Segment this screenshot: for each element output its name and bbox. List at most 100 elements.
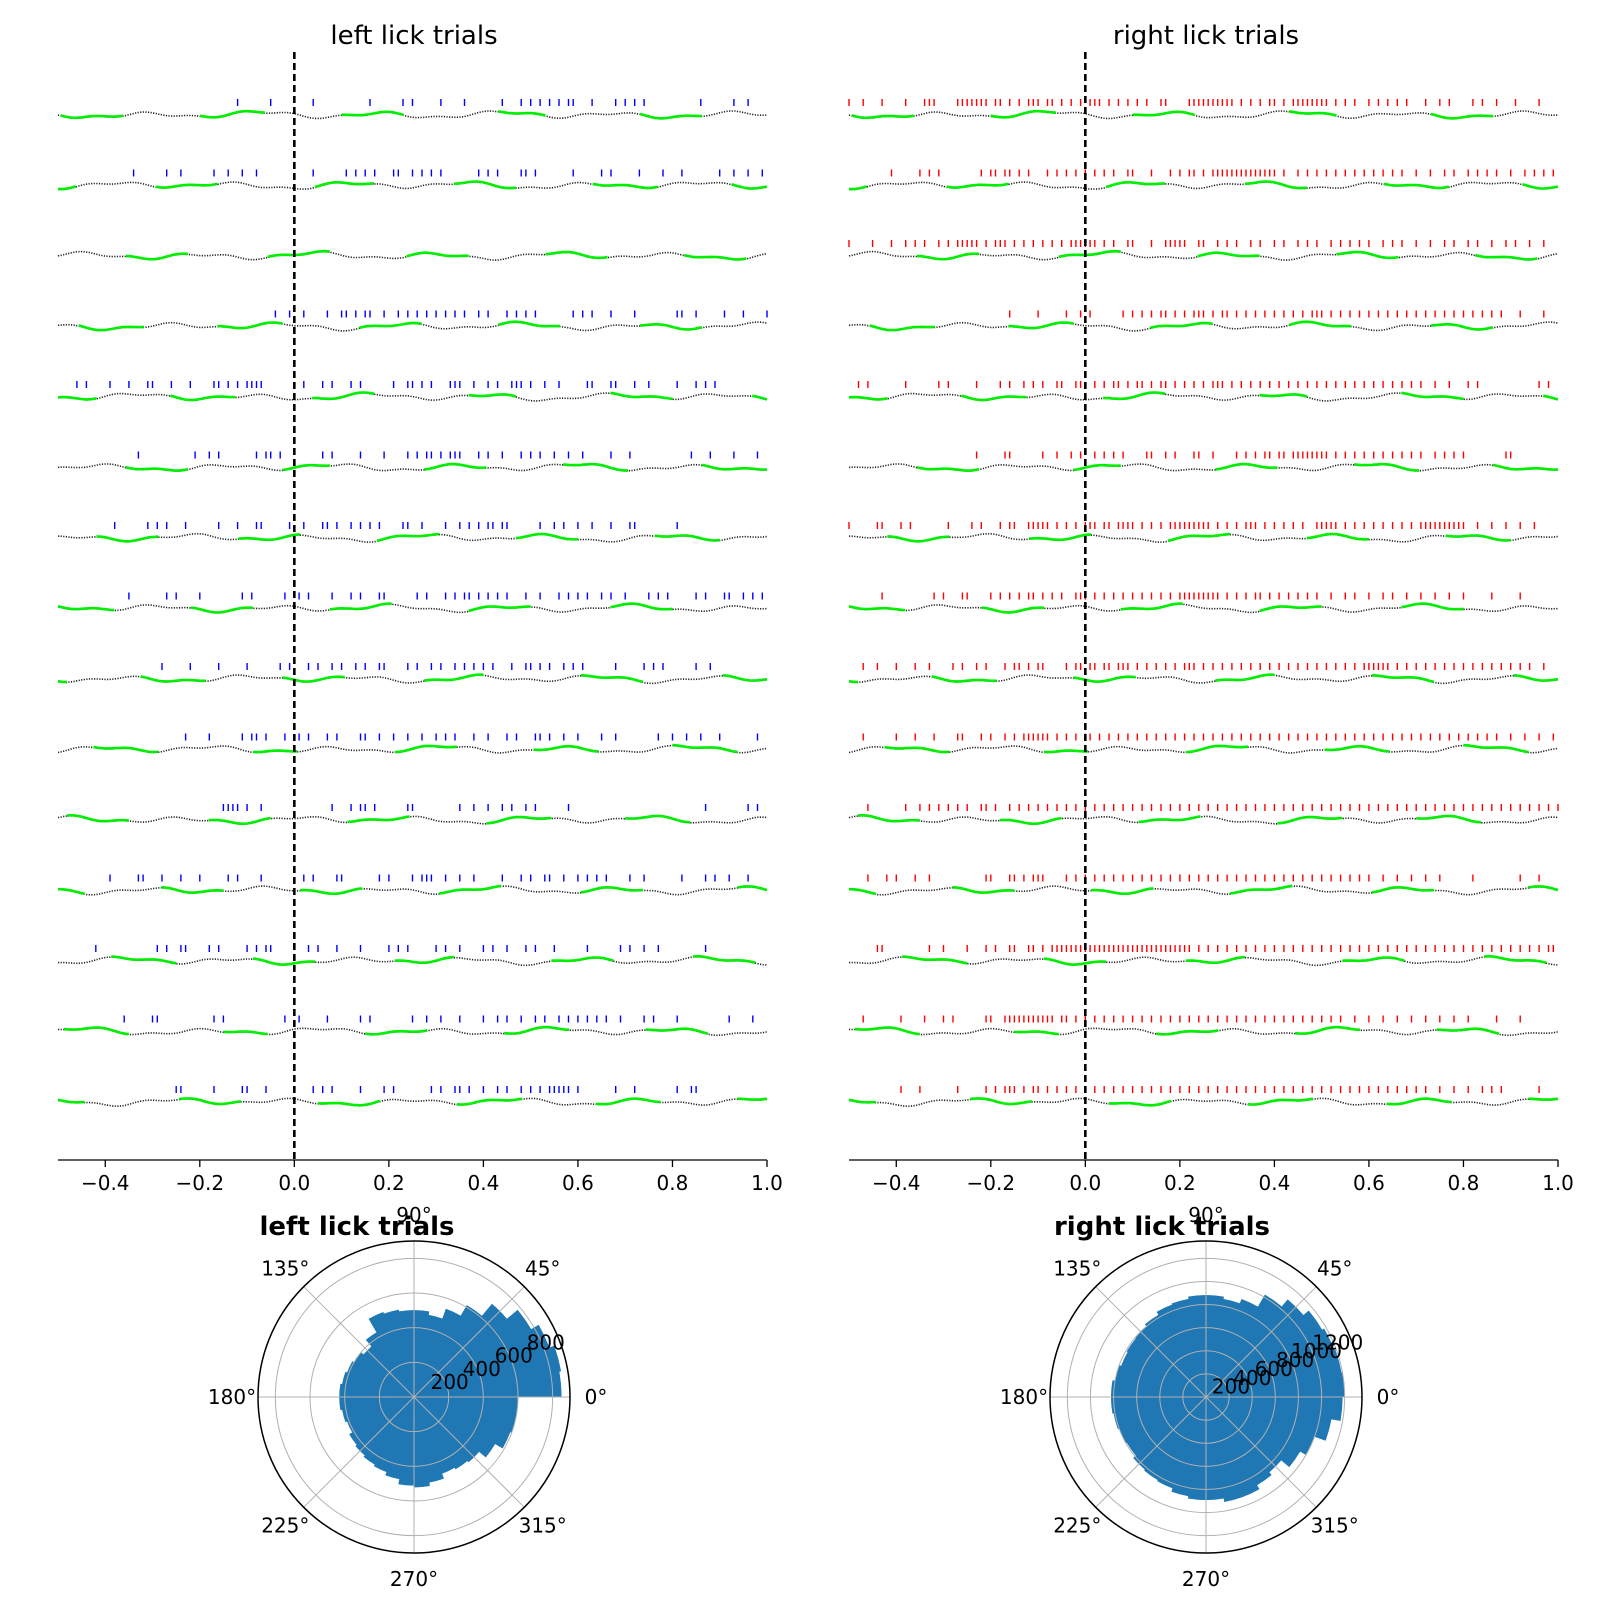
right-trace-5-highlight-2: [960, 394, 1027, 402]
left-polar-angle-label-4: 135°: [261, 1256, 309, 1280]
right-trace-7-highlight-1: [887, 535, 950, 543]
left-x-axis: −0.4 −0.2 0.0 0.2 0.4 0.6 0.8 1.0: [58, 52, 783, 1195]
left-trace-12-highlight-3: [300, 887, 363, 896]
left-trace-15-highlight-3: [317, 1099, 381, 1107]
left-trace-6-highlight-1: [125, 465, 189, 472]
right-trace-8-highlight-2: [981, 606, 1045, 614]
left-trace-4-highlight-4: [497, 320, 561, 328]
left-trace-5-highlight-6: [751, 394, 768, 401]
left-x-tick-label-2: −0.2: [176, 1171, 225, 1195]
left-trace-11-highlight-4: [486, 815, 552, 825]
right-polar-angle-label-4: 135°: [1053, 1256, 1101, 1280]
left-trace-10-highlight-3: [394, 744, 457, 754]
right-polar-spoke-4: [1095, 1286, 1207, 1398]
left-x-tick-label-4: 0.2: [373, 1171, 405, 1195]
left-trace-1-highlight-4: [497, 110, 546, 117]
right-polar-bar-2: [1205, 1349, 1342, 1398]
left-trace-3-highlight-1: [125, 252, 189, 261]
right-polar-radial-label-4: 800: [1276, 1348, 1314, 1372]
right-polar-bar-13: [1144, 1314, 1207, 1398]
right-polar-histogram: 0° 45° 90° 135° 180° 225° 270° 315° 200400600800…: [1000, 1203, 1399, 1591]
right-trace-1-highlight-5: [1430, 112, 1494, 120]
left-trace-15-highlight-4: [456, 1097, 522, 1106]
right-trace-5-highlight-5: [1401, 391, 1464, 401]
right-trace-12-highlight-1: [849, 887, 876, 896]
left-trace-10-highlight-1: [93, 745, 159, 754]
left-trace-2-highlight-3: [314, 181, 375, 189]
left-polar-bar-13: [365, 1332, 415, 1398]
left-x-tick-label-3: 0.0: [278, 1171, 310, 1195]
right-trace-4-highlight-5: [1430, 322, 1494, 331]
right-trace-3-highlight-4: [1336, 250, 1399, 260]
right-trace-10-highlight-4: [1324, 744, 1390, 753]
right-polar-radial-label-3: 600: [1255, 1357, 1293, 1381]
left-trace-7-highlight-5: [654, 534, 720, 542]
left-polar-radial-label-2: 400: [463, 1357, 501, 1381]
right-trace-14-highlight-1: [854, 1026, 920, 1036]
right-trace-13-highlight-4: [1342, 956, 1405, 963]
left-trace-10-highlight-4: [533, 744, 599, 753]
right-trace-15-highlight-3: [1108, 1099, 1172, 1107]
right-trace-4-highlight-3: [1150, 321, 1213, 330]
left-x-tick-label-6: 0.6: [562, 1171, 594, 1195]
left-polar-bar-4: [413, 1309, 532, 1398]
left-trace-9-highlight-4: [424, 673, 484, 682]
left-trace-5-highlight-5: [610, 391, 673, 401]
left-trace-15-highlight-5: [595, 1097, 661, 1106]
right-trace-8-highlight-4: [1259, 605, 1322, 613]
left-polar-title: left lick trials: [259, 1212, 454, 1242]
right-polar-bar-12: [1156, 1304, 1207, 1398]
left-trace-4-highlight-5: [639, 322, 703, 331]
right-trace-2-highlight-5: [1383, 182, 1449, 190]
right-trace-14-highlight-3: [1155, 1029, 1219, 1036]
left-polar-bar-6: [413, 1305, 483, 1398]
left-trace-9-highlight-3: [282, 675, 345, 683]
right-trace-6-highlight-3: [1215, 462, 1278, 471]
right-trace-5-highlight-4: [1259, 393, 1308, 398]
right-trace-12-highlight-3: [1091, 887, 1154, 896]
left-trace-12-highlight-4: [438, 884, 502, 895]
right-trace-3-highlight-5: [1474, 253, 1538, 261]
right-x-tick-label-2: −0.2: [967, 1171, 1016, 1195]
right-trace-2-highlight-3: [1105, 181, 1166, 189]
right-trace-12-highlight-6: [1528, 885, 1559, 892]
right-polar-grid: [1049, 1240, 1363, 1554]
right-trace-13-highlight-1: [902, 955, 968, 965]
left-polar-angle-label-8: 315°: [519, 1514, 567, 1538]
right-trace-5-highlight-3: [1103, 391, 1166, 401]
left-trace-13-highlight-5: [693, 954, 756, 964]
left-trace-12-highlight-5: [580, 885, 643, 894]
right-trace-8-highlight-3: [1120, 602, 1183, 611]
right-raster-title: right lick trials: [1113, 21, 1299, 51]
right-polar-bar-7: [1205, 1298, 1259, 1398]
left-trace-15-highlight-1: [57, 1098, 85, 1104]
right-trace-2-highlight-4: [1244, 180, 1307, 190]
left-trace-12-highlight-1: [58, 887, 85, 896]
right-trace-3-highlight-3: [1197, 251, 1260, 258]
right-trace-13-highlight-2: [1043, 957, 1107, 966]
right-trace-11-highlight-5: [1416, 814, 1482, 824]
right-trace-10-highlight-2: [1043, 749, 1089, 754]
left-trace-6-highlight-2: [282, 463, 330, 472]
right-x-tick-label-4: 0.2: [1164, 1171, 1196, 1195]
left-trace-1-highlight-3: [341, 110, 404, 117]
left-trace-11-highlight-1: [66, 813, 129, 823]
right-polar-outline: [1049, 1240, 1363, 1554]
right-trace-13-highlight-5: [1484, 954, 1547, 964]
right-trace-8-highlight-5: [1401, 602, 1464, 611]
left-trace-4-highlight-1: [78, 324, 144, 332]
right-trace-13-highlight-3: [1185, 955, 1245, 965]
left-x-tick-label-7: 0.8: [657, 1171, 689, 1195]
left-trace-7-highlight-2: [238, 533, 301, 542]
left-polar-spoke-8: [413, 1396, 525, 1508]
right-polar-bar-3: [1205, 1328, 1335, 1398]
left-polar-radial-label-1: 200: [431, 1370, 469, 1394]
left-x-tick-label-8: 1.0: [751, 1171, 783, 1195]
right-polar-bar-20: [1113, 1396, 1207, 1430]
left-polar-angle-label-7: 270°: [390, 1567, 438, 1591]
left-trace-15-highlight-2: [178, 1097, 242, 1106]
left-trace-10: [57, 744, 768, 754]
left-polar-grid: [257, 1240, 571, 1554]
left-trace-9-highlight-1: [57, 679, 67, 684]
